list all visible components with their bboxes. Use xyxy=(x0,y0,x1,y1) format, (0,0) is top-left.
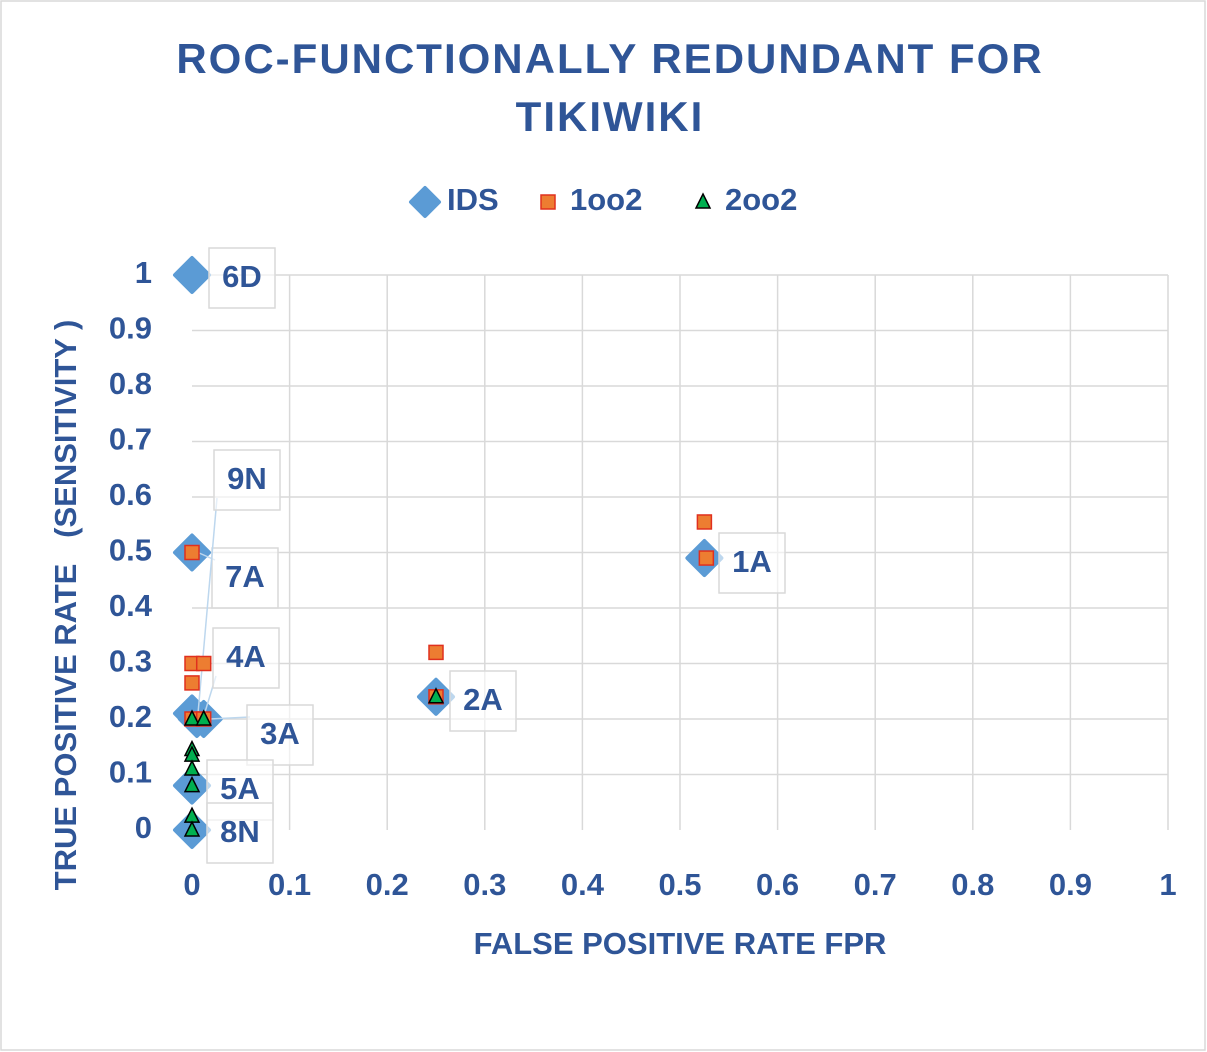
data-label: 7A xyxy=(225,559,265,594)
diamond-marker xyxy=(173,256,211,294)
triangle-marker xyxy=(183,820,201,837)
data-label-box xyxy=(206,802,274,864)
data-label-box xyxy=(212,627,280,689)
x-tick-label: 0 xyxy=(183,867,200,902)
data-label: 2A xyxy=(463,682,503,717)
y-tick-label: 0 xyxy=(135,810,152,845)
legend-label: 1oo2 xyxy=(570,182,642,217)
x-tick-label: 0.3 xyxy=(463,867,506,902)
y-tick-label: 0.6 xyxy=(109,477,152,512)
x-tick-label: 0.6 xyxy=(756,867,799,902)
triangle-marker xyxy=(694,192,712,209)
data-label: 9N xyxy=(227,461,267,496)
y-tick-label: 1 xyxy=(135,255,152,290)
x-axis-label: FALSE POSITIVE RATE FPR xyxy=(474,926,887,961)
square-marker xyxy=(195,655,212,672)
square-marker xyxy=(184,675,200,691)
triangle-marker xyxy=(183,759,201,776)
y-tick-label: 0.4 xyxy=(109,588,153,623)
x-tick-label: 0.4 xyxy=(561,867,605,902)
y-tick-label: 0.7 xyxy=(109,422,152,457)
square-marker xyxy=(428,644,444,661)
leader-line xyxy=(197,497,218,714)
leader-line xyxy=(209,716,251,720)
x-tick-label: 1 xyxy=(1159,867,1176,902)
square-marker xyxy=(698,550,715,566)
y-tick-label: 0.9 xyxy=(109,311,152,346)
data-label: 1A xyxy=(732,544,772,579)
legend-label: IDS xyxy=(447,182,499,217)
data-label: 4A xyxy=(226,639,266,674)
y-tick-label: 0.5 xyxy=(109,533,152,568)
triangle-marker xyxy=(183,709,201,726)
data-label: 6D xyxy=(222,259,262,294)
chart-title: ROC-FUNCTIONALLY REDUNDANT FOR TIKIWIKI xyxy=(176,35,1044,140)
data-label-box xyxy=(246,704,314,766)
y-axis-label: TRUE POSITIVE RATE (SENSITIVITY ) xyxy=(48,320,83,891)
data-label: 8N xyxy=(220,814,260,849)
y-tick-label: 0.8 xyxy=(109,366,152,401)
triangle-marker xyxy=(183,775,201,793)
x-tick-label: 0.8 xyxy=(951,867,994,902)
square-marker xyxy=(540,194,556,210)
data-label-box xyxy=(208,247,276,309)
data-label-box xyxy=(213,449,281,511)
data-label-box xyxy=(449,670,517,732)
x-tick-label: 0.7 xyxy=(854,867,897,902)
data-label-box xyxy=(718,532,786,594)
triangle-marker xyxy=(195,709,212,726)
legend-label: 2oo2 xyxy=(725,182,797,217)
y-tick-label: 0.3 xyxy=(109,644,152,679)
x-tick-label: 0.2 xyxy=(366,867,409,902)
square-marker xyxy=(696,514,713,530)
y-tick-label: 0.2 xyxy=(109,699,152,734)
diamond-marker xyxy=(409,186,441,218)
x-tick-label: 0.9 xyxy=(1049,867,1092,902)
x-tick-label: 0.5 xyxy=(658,867,701,902)
triangle-marker xyxy=(427,687,445,704)
x-tick-label: 0.1 xyxy=(268,867,311,902)
data-label: 5A xyxy=(220,771,260,806)
data-label-box xyxy=(211,547,279,609)
y-tick-label: 0.1 xyxy=(109,755,152,790)
square-marker xyxy=(184,544,200,561)
data-label: 3A xyxy=(260,716,300,751)
